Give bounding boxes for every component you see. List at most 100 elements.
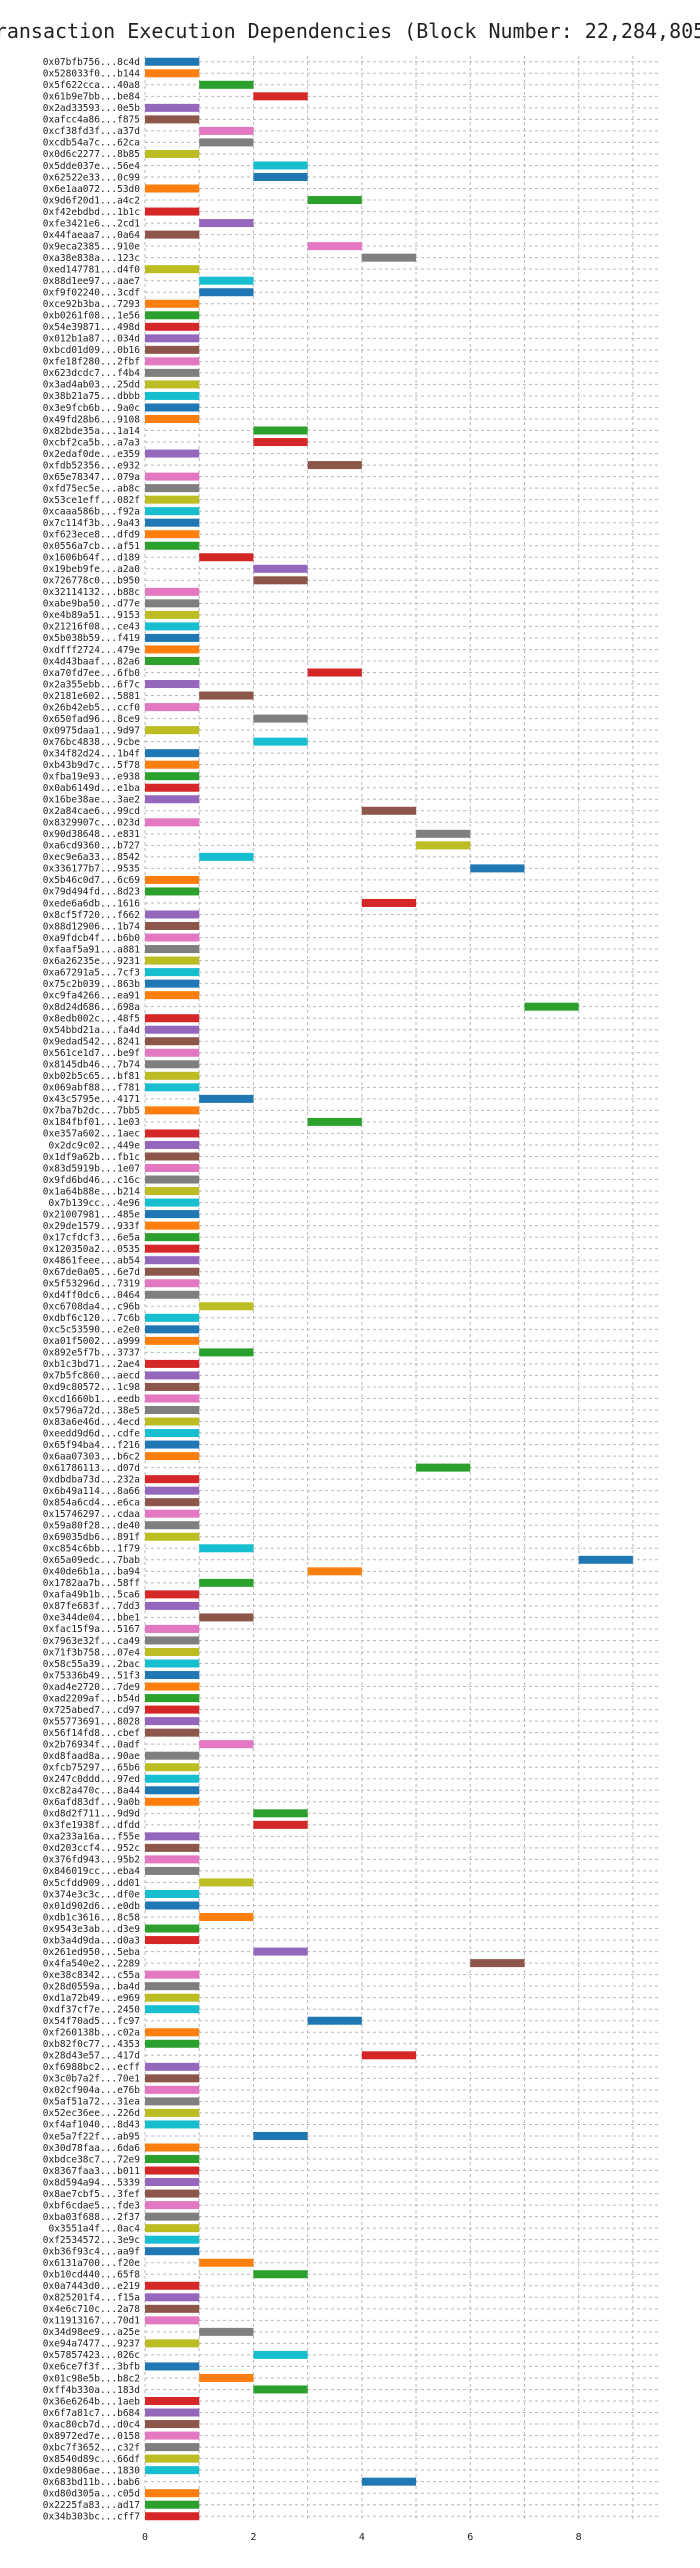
task-bar <box>199 691 254 700</box>
y-tick-label: 0xe38c8342...c55a <box>43 1970 140 1981</box>
task-bar <box>145 1359 200 1368</box>
task-bar <box>145 1164 200 1173</box>
y-tick-label: 0x82bde35a...1a14 <box>43 426 141 437</box>
task-bar <box>145 680 200 689</box>
y-tick-label: 0xbc7f3652...c32f <box>43 2442 140 2453</box>
task-bar <box>145 2235 200 2244</box>
y-tick-label: 0x21007981...485e <box>43 1209 141 1220</box>
task-bar <box>145 1590 200 1599</box>
task-bar <box>145 1982 200 1991</box>
task-bar <box>145 991 200 1000</box>
y-tick-label: 0xcaaa586b...f92a <box>43 506 140 517</box>
task-bar <box>524 1002 579 1011</box>
y-tick-label: 0xc82a470c...8a44 <box>43 1786 141 1797</box>
task-bar <box>145 103 200 112</box>
y-tick-label: 0x28d43e57...417d <box>43 2051 140 2062</box>
task-bar <box>145 1452 200 1461</box>
task-bar <box>145 391 200 400</box>
task-bar <box>145 1325 200 1334</box>
task-bar <box>145 1371 200 1380</box>
task-bar <box>145 2293 200 2302</box>
task-bar <box>199 1578 254 1587</box>
task-bar <box>145 1382 200 1391</box>
y-tick-label: 0x0556a7cb...af51 <box>43 541 141 552</box>
y-tick-label: 0x8ae7cbf5...3fef <box>43 2189 140 2200</box>
y-tick-label: 0xc5c53590...e2e0 <box>43 1325 141 1336</box>
y-tick-label: 0xed147781...d4f0 <box>43 264 141 275</box>
task-bar <box>145 357 200 366</box>
y-tick-label: 0xc6708da4...c96b <box>43 1302 141 1313</box>
y-tick-label: 0x8540d89c...66df <box>43 2454 140 2465</box>
task-bar <box>253 737 308 746</box>
task-bar <box>145 726 200 735</box>
y-tick-label: 0x02cf904a...e76b <box>43 2085 141 2096</box>
y-tick-label: 0xfcb75297...65b6 <box>43 1763 141 1774</box>
task-bar <box>253 576 308 585</box>
y-tick-label: 0xb43b9d7c...5f78 <box>43 760 141 771</box>
task-bar <box>145 1290 200 1299</box>
task-bar <box>145 645 200 654</box>
y-tick-label: 0x43c5795e...4171 <box>43 1094 141 1105</box>
y-tick-label: 0x9eca2385...910e <box>43 241 141 252</box>
task-bar <box>145 2500 200 2509</box>
y-tick-label: 0x3fe1938f...dfdd <box>43 1820 140 1831</box>
task-bar <box>253 2350 308 2359</box>
y-tick-label: 0x83d5919b...1e07 <box>43 1163 140 1174</box>
task-bar <box>145 2224 200 2233</box>
y-tick-label: 0xb0261f08...1e56 <box>43 311 141 322</box>
y-tick-label: 0x01d902d6...e0db <box>43 1901 141 1912</box>
task-bar <box>145 2074 200 2083</box>
task-bar <box>145 968 200 977</box>
task-bar <box>145 2039 200 2048</box>
task-bar <box>145 1210 200 1219</box>
task-bar <box>145 368 200 377</box>
task-bar <box>145 2028 200 2037</box>
y-tick-label: 0x65e78347...079a <box>43 472 140 483</box>
y-tick-label: 0x65f94ba4...f216 <box>43 1440 141 1451</box>
y-tick-label: 0x6e1aa072...53d0 <box>43 184 141 195</box>
task-bar <box>145 1198 200 1207</box>
y-tick-label: 0x83a6e46d...4ecd <box>43 1417 140 1428</box>
y-tick-label: 0x726778c0...b950 <box>43 576 141 587</box>
task-bar <box>145 1889 200 1898</box>
task-bar <box>145 1267 200 1276</box>
y-tick-label: 0x9edad542...8241 <box>43 1037 141 1048</box>
task-bar <box>145 910 200 919</box>
y-tick-label: 0x6131a700...f20e <box>43 2258 141 2269</box>
y-tick-label: 0x683bd11b...bab6 <box>43 2477 141 2488</box>
y-tick-label: 0x71f3b758...07e4 <box>43 1647 141 1658</box>
task-bar <box>145 933 200 942</box>
task-bar <box>199 1348 254 1357</box>
y-tick-label: 0xb1c3bd71...2ae4 <box>43 1359 141 1370</box>
task-bar <box>145 1786 200 1795</box>
task-bar <box>145 230 200 239</box>
y-tick-label: 0xbf6cdae5...fde3 <box>43 2200 140 2211</box>
task-bar <box>145 1313 200 1322</box>
task-bar <box>145 703 200 712</box>
task-bar <box>361 2051 417 2060</box>
y-tick-label: 0x0a7443d0...e219 <box>43 2281 141 2292</box>
y-tick-label: 0x528033f0...b144 <box>43 69 141 80</box>
task-bar <box>145 1728 200 1737</box>
y-tick-label: 0x2a355ebb...6f7c <box>43 679 140 690</box>
y-tick-label: 0x0ab6149d...e1ba <box>43 783 140 794</box>
task-bar <box>145 633 200 642</box>
y-tick-label: 0x4861feee...ab54 <box>43 1255 141 1266</box>
y-tick-label: 0x21216f08...ce43 <box>43 622 140 633</box>
y-tick-label: 0x012b1a87...034d <box>43 334 140 345</box>
task-bar <box>145 887 200 896</box>
task-bar <box>145 1682 200 1691</box>
task-bar <box>145 2166 200 2175</box>
y-tick-label: 0x38b21a75...dbbb <box>43 391 141 402</box>
task-bar <box>145 1037 200 1046</box>
task-bar <box>307 461 362 470</box>
y-tick-label: 0x90d38648...e831 <box>43 829 141 840</box>
y-tick-label: 0xfd75ec5e...ab8c <box>43 483 140 494</box>
task-bar <box>145 1336 200 1345</box>
task-bar <box>145 2339 200 2348</box>
task-bar <box>145 2281 200 2290</box>
task-bar <box>145 265 200 274</box>
task-bar <box>145 1532 200 1541</box>
y-tick-label: 0x8367faa3...b011 <box>43 2166 141 2177</box>
task-bar <box>145 622 200 631</box>
